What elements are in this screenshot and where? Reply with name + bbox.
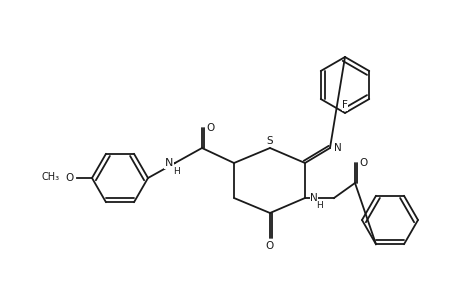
Text: N: N (164, 158, 173, 168)
Text: N: N (309, 193, 317, 203)
Text: CH₃: CH₃ (42, 172, 60, 182)
Text: O: O (265, 241, 274, 251)
Text: O: O (359, 158, 367, 168)
Text: F: F (341, 100, 347, 110)
Text: N: N (333, 143, 341, 153)
Text: S: S (266, 136, 273, 146)
Text: O: O (207, 123, 215, 133)
Text: H: H (173, 167, 180, 176)
Text: O: O (66, 173, 74, 183)
Text: H: H (315, 202, 322, 211)
